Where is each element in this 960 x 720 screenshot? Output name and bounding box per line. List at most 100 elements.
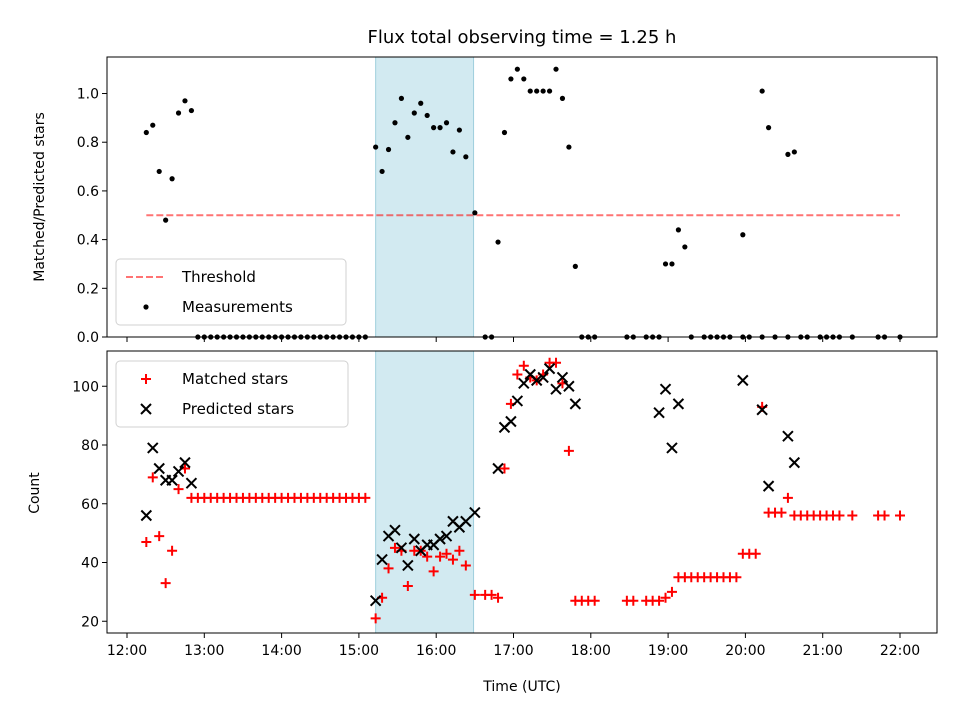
- data-point: [530, 374, 543, 387]
- data-point: [428, 566, 439, 577]
- data-point: [521, 76, 527, 82]
- data-point: [460, 560, 471, 571]
- data-point: [147, 472, 158, 483]
- data-point: [469, 506, 481, 519]
- y-tick-label: 60: [81, 497, 99, 513]
- data-point: [369, 594, 382, 607]
- data-point: [188, 107, 195, 114]
- legend: Matched stars Predicted stars: [115, 360, 349, 428]
- x-tick-label: 12:00: [107, 643, 147, 659]
- data-point: [486, 589, 497, 600]
- plot-area-1: [140, 350, 905, 634]
- data-point: [666, 442, 678, 454]
- data-point: [492, 462, 504, 475]
- data-point: [472, 210, 478, 216]
- data-point: [518, 360, 529, 371]
- data-point: [373, 144, 379, 150]
- x-tick-label: 16:00: [416, 643, 456, 659]
- data-point: [385, 146, 392, 153]
- data-point: [376, 553, 388, 566]
- data-point: [140, 509, 153, 522]
- data-point: [750, 548, 761, 559]
- data-point: [847, 510, 858, 521]
- x-tick-label: 13:00: [184, 643, 224, 659]
- axes-frame: [106, 56, 938, 338]
- data-point: [441, 548, 452, 559]
- data-point: [682, 244, 688, 250]
- data-point: [534, 88, 540, 94]
- data-point: [402, 559, 414, 572]
- data-point: [173, 484, 184, 495]
- x-tick-label: 15:00: [339, 643, 379, 659]
- data-point: [469, 589, 480, 600]
- data-point: [424, 112, 430, 119]
- plot-area-0: [143, 56, 903, 340]
- data-point: [505, 415, 517, 428]
- y-tick-label: 0.2: [77, 281, 99, 297]
- y-tick-label: 0.8: [77, 135, 99, 151]
- data-point: [556, 371, 569, 384]
- data-point: [154, 531, 165, 542]
- data-point: [169, 176, 175, 182]
- data-point: [791, 149, 797, 155]
- data-point: [731, 572, 742, 583]
- x-tick-label: 17:00: [493, 643, 533, 659]
- x-axis-label: Time (UTC): [482, 679, 560, 695]
- data-point: [508, 76, 514, 82]
- y-axis-label-top: Matched/Predicted stars: [32, 112, 48, 282]
- data-point: [666, 586, 677, 597]
- data-point: [512, 369, 523, 380]
- data-point: [895, 510, 905, 521]
- data-point: [143, 129, 149, 136]
- data-point: [166, 474, 178, 486]
- legend-swatch-measurements: [143, 304, 149, 310]
- legend-box: [115, 360, 349, 428]
- data-point: [737, 374, 749, 387]
- legend-swatch-predicted: [140, 403, 152, 415]
- data-point: [776, 507, 787, 518]
- data-point: [370, 613, 381, 624]
- data-point: [411, 110, 417, 116]
- data-point: [437, 125, 443, 131]
- data-point: [514, 66, 520, 72]
- data-point: [379, 168, 385, 175]
- x-tick-label: 20:00: [725, 643, 765, 659]
- data-point: [788, 456, 801, 469]
- data-point: [782, 492, 793, 503]
- legend-box: [115, 258, 347, 326]
- data-point: [550, 383, 562, 395]
- legend-swatch-matched: [141, 374, 151, 384]
- bottom-panel: Count Time (UTC) 20 40 60 80 100 12:00 13:00 14…: [27, 350, 938, 695]
- data-point: [383, 563, 394, 574]
- data-point: [163, 217, 169, 223]
- y-axis-label-bottom: Count: [27, 472, 43, 514]
- data-point: [456, 127, 462, 133]
- data-point: [418, 100, 424, 106]
- y-tick-label: 100: [72, 379, 99, 395]
- legend-label: Threshold: [181, 268, 256, 286]
- y-tick-label: 20: [81, 614, 99, 630]
- data-point: [589, 595, 600, 606]
- data-point: [440, 530, 453, 542]
- data-point: [834, 510, 845, 521]
- data-point: [518, 377, 530, 390]
- data-point: [185, 477, 198, 489]
- data-point: [740, 232, 746, 238]
- legend-label: Matched stars: [182, 370, 288, 388]
- legend: Threshold Measurements: [115, 258, 347, 326]
- x-tick-label: 21:00: [803, 643, 843, 659]
- data-point: [141, 536, 152, 547]
- top-panel: Flux total observing time = 1.25 h Match…: [32, 27, 938, 346]
- data-point: [675, 227, 682, 233]
- data-point: [395, 542, 408, 554]
- data-point: [540, 88, 546, 94]
- data-point: [392, 120, 398, 126]
- data-point: [389, 542, 400, 553]
- data-point: [182, 98, 188, 104]
- data-point: [566, 144, 572, 150]
- data-point: [669, 261, 675, 267]
- data-point: [879, 510, 890, 521]
- y-tick-label: 80: [81, 438, 99, 454]
- data-point: [569, 398, 582, 410]
